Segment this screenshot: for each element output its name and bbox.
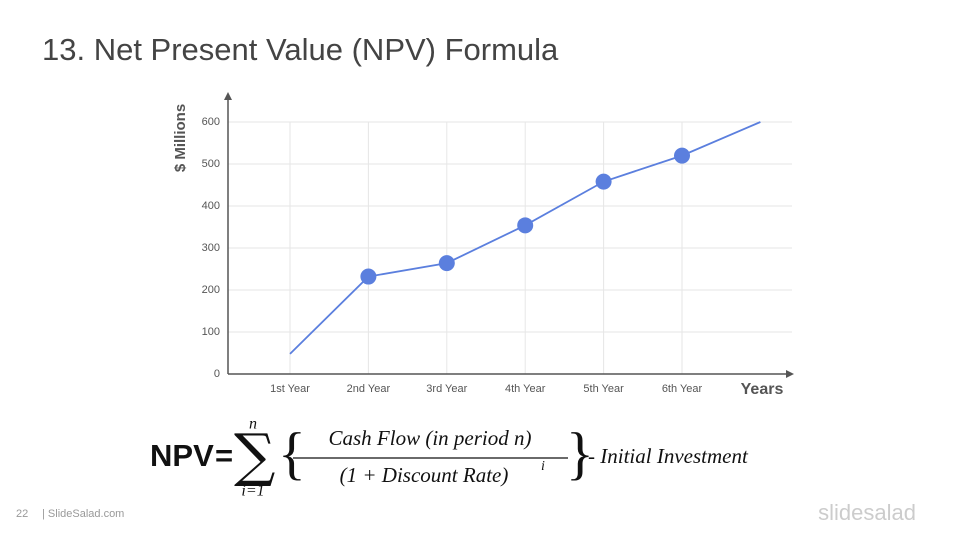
footer-site: | SlideSalad.com <box>42 508 124 520</box>
formula: NPV = ∑ n i=1 { Cash Flow (in period n) … <box>150 416 749 500</box>
y-axis-arrow <box>224 92 232 100</box>
x-tick-label: 5th Year <box>583 383 624 395</box>
brace-right: } <box>566 420 594 485</box>
formula-lhs: NPV <box>150 438 214 473</box>
sum-lower: i=1 <box>241 483 264 500</box>
marker <box>595 173 612 190</box>
sigma: ∑ <box>234 421 275 489</box>
y-axis-label: $ Millions <box>172 104 189 172</box>
y-tick-label: 200 <box>202 284 220 296</box>
sum-upper: n <box>249 416 257 433</box>
x-tick-label: 6th Year <box>662 383 703 395</box>
x-tick-label: 3rd Year <box>426 383 467 395</box>
formula-tail: - Initial Investment <box>588 444 749 468</box>
exponent: i <box>541 459 545 474</box>
x-tick-label: 1st Year <box>270 383 310 395</box>
formula-equals: = <box>215 438 233 473</box>
page-number: 22 <box>16 508 28 520</box>
y-tick-label: 100 <box>202 326 220 338</box>
y-tick-label: 600 <box>202 116 220 128</box>
y-tick-label: 400 <box>202 200 220 212</box>
numerator: Cash Flow (in period n) <box>329 426 532 450</box>
y-tick-label: 0 <box>214 368 220 380</box>
chart: 0 100 200 300 400 500 600 1st Year 2nd Year 3rd Y… <box>172 92 794 398</box>
logo: slidesalad <box>818 500 916 525</box>
y-tick-label: 300 <box>202 242 220 254</box>
denominator: (1 + Discount Rate) <box>340 463 509 487</box>
marker <box>674 147 690 164</box>
x-tick-label: 2nd Year <box>347 383 391 395</box>
x-axis-arrow <box>786 370 794 378</box>
x-axis-label: Years <box>741 381 784 398</box>
marker <box>517 217 534 234</box>
marker <box>438 255 455 272</box>
marker <box>360 268 377 285</box>
y-tick-label: 500 <box>202 158 220 170</box>
brace-left: { <box>278 420 306 485</box>
slide-title: 13. Net Present Value (NPV) Formula <box>42 32 559 67</box>
x-tick-label: 4th Year <box>505 383 546 395</box>
